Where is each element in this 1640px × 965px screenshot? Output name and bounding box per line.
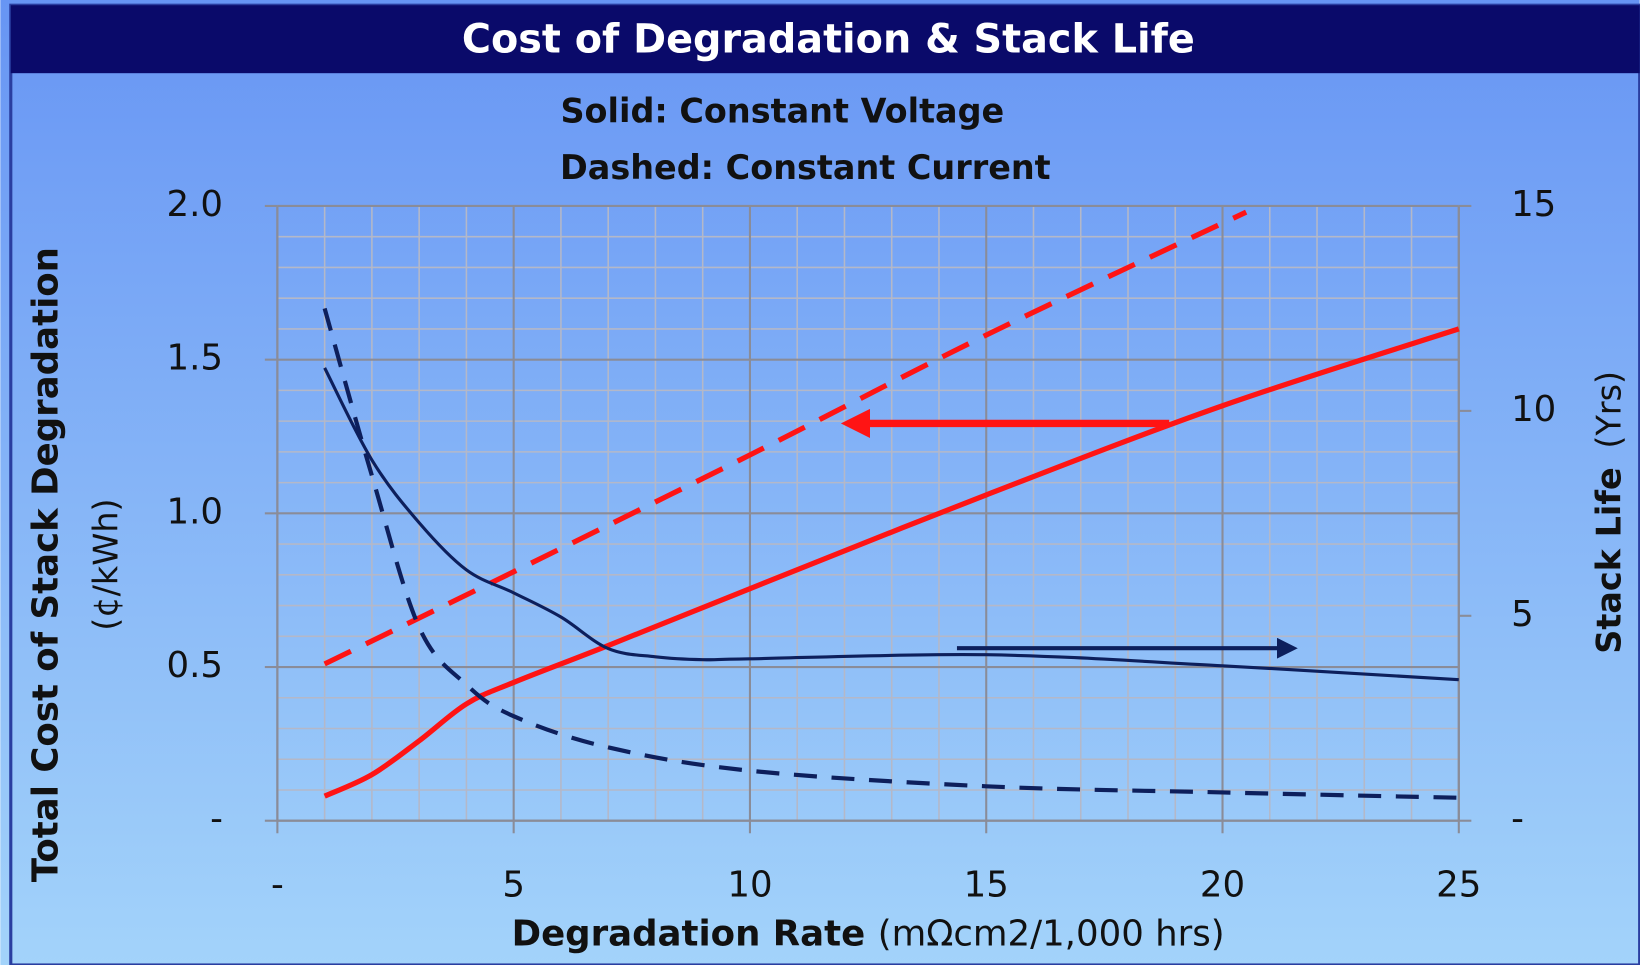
- subtitle: Dashed: Constant Current: [560, 148, 1051, 187]
- series-line: [322, 307, 1459, 800]
- x-axis-label-unit: (mΩcm2/1,000 hrs): [878, 914, 1225, 955]
- x-axis-label: Degradation Rate (mΩcm2/1,000 hrs): [512, 914, 1225, 955]
- y2-axis-label-unit: (Yrs): [1589, 371, 1628, 449]
- y2-tick-label: 15: [1511, 184, 1556, 225]
- y-tick-label: -: [210, 799, 223, 840]
- series-line: [323, 326, 1460, 799]
- x-tick-label: 15: [964, 865, 1009, 906]
- chart-title: Cost of Degradation & Stack Life: [462, 16, 1195, 62]
- x-tick-label: 20: [1200, 865, 1245, 906]
- x-tick-label: 5: [502, 865, 525, 906]
- y-axis-label: (¢/kWh): [87, 498, 126, 630]
- y2-tick-label: 5: [1511, 594, 1534, 635]
- series-line: [323, 209, 1248, 667]
- y-tick-label: 2.0: [167, 184, 224, 225]
- x-tick-label: -: [271, 865, 284, 906]
- y2-axis-label-bold: Stack Life: [1589, 467, 1628, 653]
- y2-tick-label: 10: [1511, 389, 1556, 430]
- y-tick-label: 0.5: [167, 645, 224, 686]
- y-tick-label: 1.0: [167, 491, 224, 532]
- y2-tick-label: -: [1511, 799, 1524, 840]
- plot: [322, 209, 1460, 800]
- y-tick-label: 1.5: [167, 338, 224, 379]
- y2-axis-label: Stack Life (Yrs): [1589, 371, 1628, 654]
- series-line: [323, 367, 1459, 682]
- title-bar: [10, 5, 1640, 74]
- x-tick-label: 25: [1436, 865, 1481, 906]
- x-tick-label: 10: [727, 865, 772, 906]
- y-axis-label: Total Cost of Stack Degradation: [25, 247, 66, 882]
- subtitle: Solid: Constant Voltage: [560, 91, 1004, 130]
- x-axis-label-bold: Degradation Rate: [512, 914, 866, 955]
